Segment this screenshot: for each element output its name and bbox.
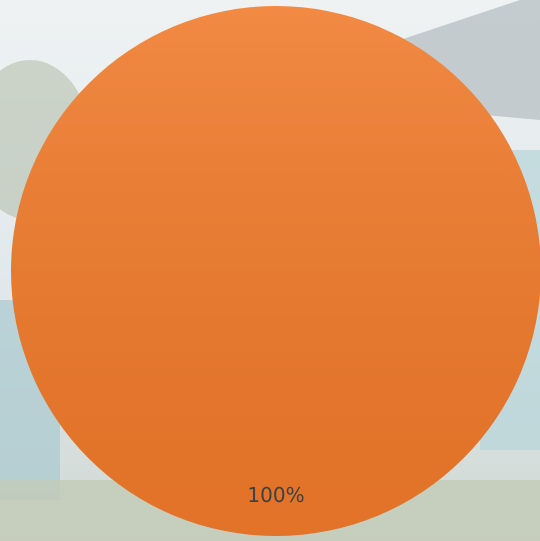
chart: 100% [0,0,540,541]
pie [11,6,540,536]
pie-slice [11,6,540,536]
page: 100% (() => { const data = JSON.parse(do… [0,0,540,541]
data-label: 100% [247,483,304,507]
